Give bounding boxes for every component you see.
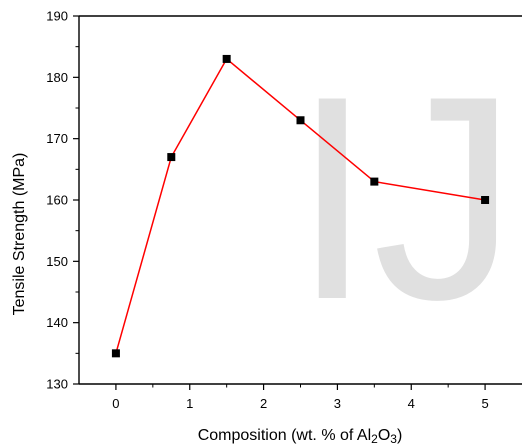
x-axis-label-subscript: 3 [390,432,397,446]
data-point [167,153,176,162]
x-axis-label-part: O [378,427,390,444]
x-axis-label-subscript: 2 [371,432,378,446]
y-tick-label: 190 [46,9,68,24]
x-axis-label: Composition (wt. % of Al2O3) [198,427,403,446]
data-point [481,196,490,204]
data-point [111,349,120,358]
data-point [296,116,305,125]
x-tick-label: 2 [260,396,267,411]
data-point [222,54,231,63]
data-point [370,177,379,186]
x-tick-label: 4 [408,396,415,411]
x-tick-label: 0 [112,396,119,411]
y-axis: 130 140 150 160 170 180 190 [46,9,79,392]
series-line [115,57,486,354]
y-tick-label: 180 [46,70,68,85]
x-axis: 0 1 2 3 4 5 [112,384,489,411]
x-tick-label: 5 [481,396,488,411]
series-group [111,54,490,358]
y-axis-label: Tensile Strength (MPa) [11,153,28,316]
x-axis-label-part: Composition (wt. % of Al [198,427,371,444]
y-tick-label: 150 [46,254,68,269]
y-tick-label: 140 [46,315,68,330]
x-axis-label-part: ) [397,427,402,444]
x-tick-label: 1 [186,396,193,411]
y-tick-label: 160 [46,193,68,208]
y-tick-label: 170 [46,131,68,146]
x-tick-label: 3 [334,396,341,411]
y-tick-label: 130 [46,377,68,392]
